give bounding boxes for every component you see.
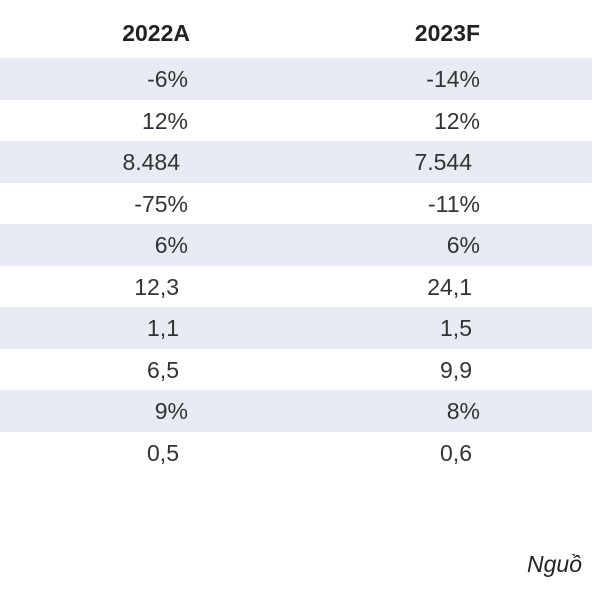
cell-2022a: -6% bbox=[147, 66, 188, 92]
column-header-2022a: 2022A bbox=[122, 20, 190, 46]
cell-2022a: 6% bbox=[154, 232, 188, 258]
cell-2023f: 24,1 bbox=[427, 273, 472, 300]
table-row: 8.484 7.544 bbox=[0, 141, 600, 183]
column-header-2023f: 2023F bbox=[414, 20, 480, 46]
table-header-row: 2022A 2023F bbox=[0, 12, 600, 50]
cell-2022a: -75% bbox=[134, 190, 188, 217]
cell-2023f: 8% bbox=[446, 398, 480, 424]
cell-2023f: -14% bbox=[426, 66, 480, 92]
table-row: -6% -14% bbox=[0, 58, 600, 100]
cell-2022a: 9% bbox=[154, 398, 188, 424]
cell-2022a: 12,3 bbox=[134, 273, 179, 300]
cell-2023f: 7.544 bbox=[414, 149, 472, 175]
cell-2023f: 9,9 bbox=[440, 356, 472, 383]
table-row: 12% 12% bbox=[0, 100, 600, 142]
table-row: 0,5 0,6 bbox=[0, 432, 600, 474]
table-row: 9% 8% bbox=[0, 390, 600, 432]
table-row: 12,3 24,1 bbox=[0, 266, 600, 308]
table-row: -75% -11% bbox=[0, 183, 600, 225]
cell-2022a: 12% bbox=[141, 107, 188, 134]
source-note: Nguồ bbox=[527, 551, 582, 577]
table-row: 1,1 1,5 bbox=[0, 307, 600, 349]
cell-2022a: 6,5 bbox=[147, 356, 179, 383]
table-row: 6,5 9,9 bbox=[0, 349, 600, 391]
table-row: 6% 6% bbox=[0, 224, 600, 266]
cell-2023f: -11% bbox=[428, 190, 480, 217]
cell-2022a: 8.484 bbox=[122, 149, 180, 175]
cell-2023f: 0,6 bbox=[440, 439, 472, 466]
cell-2023f: 12% bbox=[433, 107, 480, 134]
cell-2023f: 6% bbox=[446, 232, 480, 258]
table-body: -6% -14% 12% 12% 8.484 7.544 -75% -11% 6% 6% 12,3 2… bbox=[0, 58, 600, 473]
cell-2022a: 0,5 bbox=[147, 439, 179, 466]
cell-2023f: 1,5 bbox=[440, 315, 472, 341]
cell-2022a: 1,1 bbox=[147, 315, 179, 341]
